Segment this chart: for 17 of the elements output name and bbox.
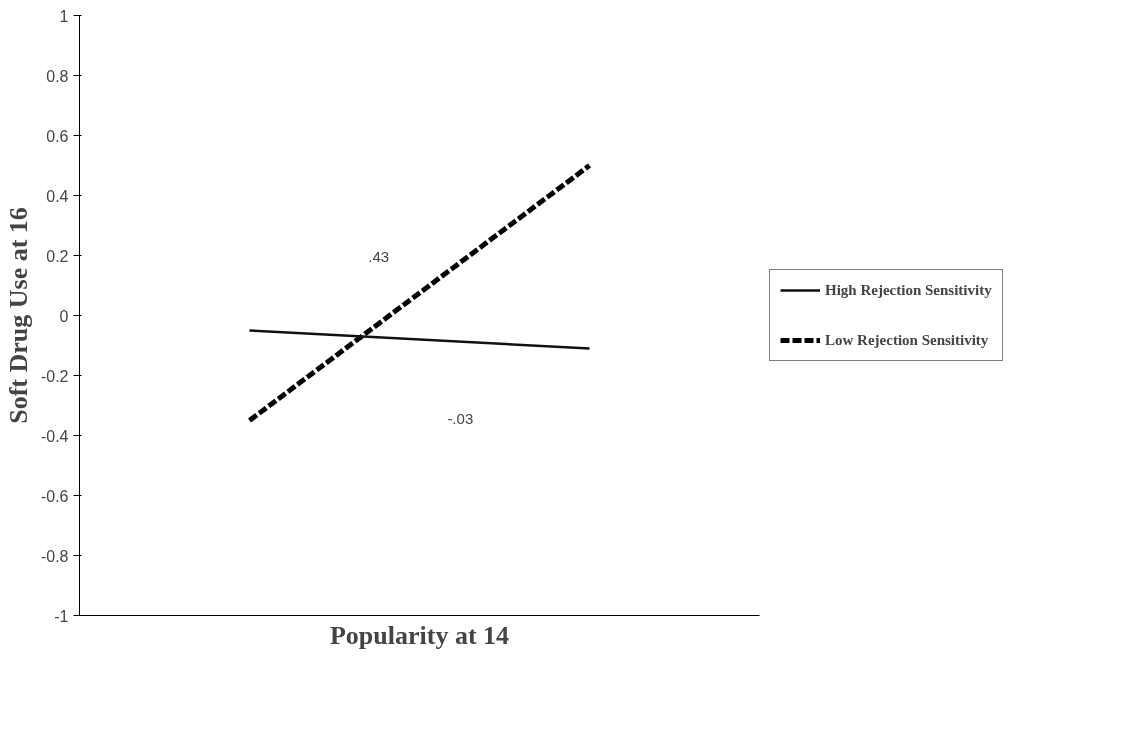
y-tick-label: -1 [54,607,69,625]
annotation: -.03 [447,409,474,427]
y-tick-label: 0.8 [46,67,69,85]
y-tick-label: 1 [59,7,69,25]
y-tick-label: 0.4 [46,187,69,205]
y-tick-label: -0.4 [40,427,69,445]
y-tick-label: -0.2 [40,367,69,385]
x-axis-title: Popularity at 14 [329,620,510,650]
y-tick-label: 0.2 [46,247,69,265]
annotation: .43 [368,247,390,265]
y-axis-title: Soft Drug Use at 16 [3,207,33,424]
y-tick-label: 0.6 [46,127,69,145]
legend-label: High Rejection Sensitivity [825,281,992,299]
y-tick-label: 0 [59,307,69,325]
legend-label: Low Rejection Sensitivity [825,331,989,349]
y-tick-label: -0.8 [40,547,69,565]
y-tick-label: -0.6 [40,487,69,505]
